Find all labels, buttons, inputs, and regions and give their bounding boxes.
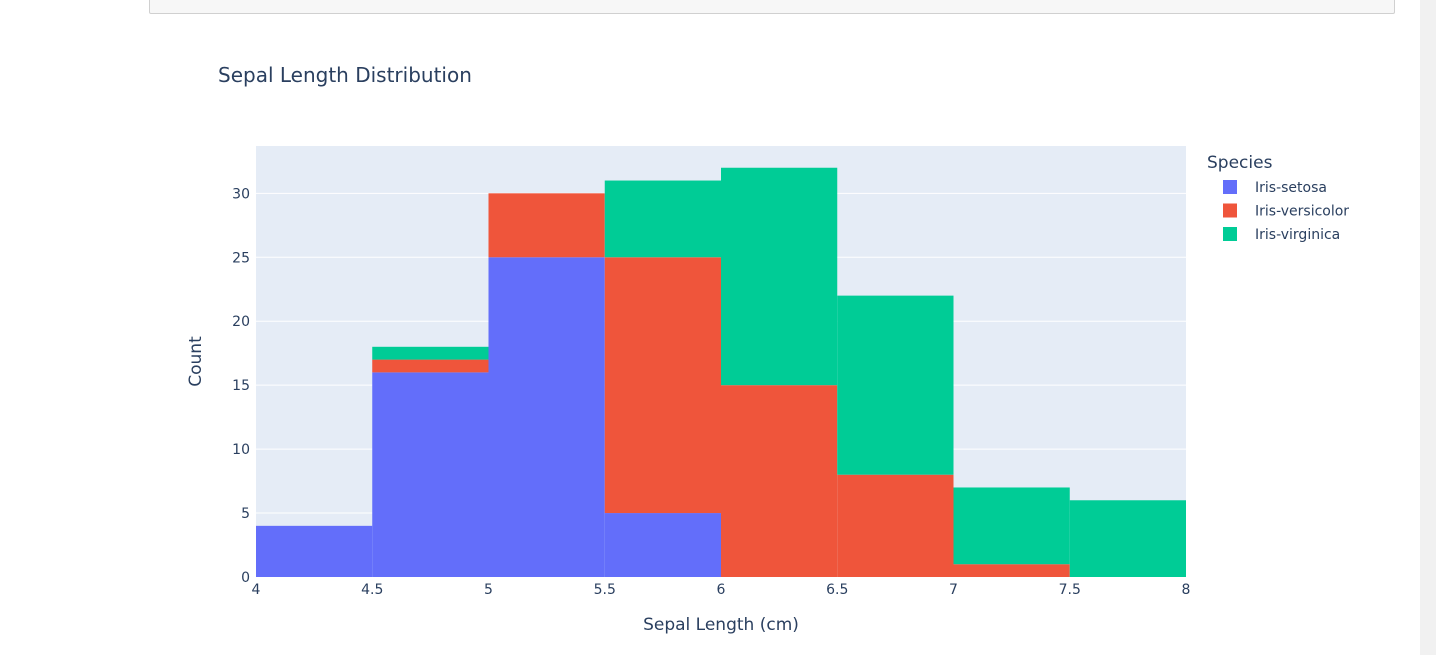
x-tick-label: 5.5 [594,582,616,598]
y-tick-label: 25 [232,250,250,266]
bar-iris-versicolor[interactable] [953,564,1070,577]
legend-item-label[interactable]: Iris-versicolor [1255,204,1349,220]
legend-swatch[interactable] [1223,227,1237,241]
legend-title: Species [1207,153,1273,173]
bar-iris-versicolor[interactable] [837,474,954,577]
y-axis-title: Count [186,336,206,387]
x-tick-label: 6.5 [826,582,848,598]
top-panel [149,0,1395,14]
bar-iris-virginica[interactable] [1069,500,1186,577]
x-tick-label: 8 [1182,582,1191,598]
x-tick-label: 5 [484,582,493,598]
bar-iris-virginica[interactable] [372,346,489,360]
legend-item-label[interactable]: Iris-virginica [1255,227,1340,243]
bar-iris-versicolor[interactable] [721,385,838,577]
x-tick-label: 7 [949,582,958,598]
bar-iris-setosa[interactable] [372,372,489,577]
y-tick-label: 5 [241,506,250,522]
x-tick-label: 4 [252,582,261,598]
y-axis-ticks: 0 5 10 15 20 25 30 [232,186,250,586]
bars [256,167,1186,577]
x-tick-label: 4.5 [361,582,383,598]
bar-iris-versicolor[interactable] [372,359,489,373]
x-tick-label: 6 [717,582,726,598]
bar-iris-virginica[interactable] [721,167,838,386]
y-tick-label: 30 [232,186,250,202]
legend-item-label[interactable]: Iris-setosa [1255,180,1327,196]
bar-iris-setosa[interactable] [604,513,721,577]
chart-title: Sepal Length Distribution [218,63,472,87]
legend-swatch[interactable] [1223,180,1237,194]
y-tick-label: 10 [232,442,250,458]
bar-iris-setosa[interactable] [256,525,373,577]
legend-swatch[interactable] [1223,203,1237,218]
bar-iris-versicolor[interactable] [488,193,605,258]
legend[interactable]: Species Iris-setosa Iris-versicolor Iris-v… [1207,153,1349,243]
scrollbar-track[interactable] [1420,0,1436,655]
x-axis-ticks: 4 4.5 5 5.5 6 6.5 7 7.5 8 [252,582,1191,598]
y-tick-label: 0 [241,570,250,586]
y-tick-label: 15 [232,378,250,394]
bar-iris-virginica[interactable] [953,487,1070,565]
bar-iris-virginica[interactable] [837,295,954,475]
x-tick-label: 7.5 [1059,582,1081,598]
bar-iris-setosa[interactable] [488,257,605,577]
y-tick-label: 20 [232,314,250,330]
x-axis-title: Sepal Length (cm) [643,615,799,635]
bar-iris-virginica[interactable] [604,180,721,258]
bar-iris-versicolor[interactable] [604,257,721,514]
